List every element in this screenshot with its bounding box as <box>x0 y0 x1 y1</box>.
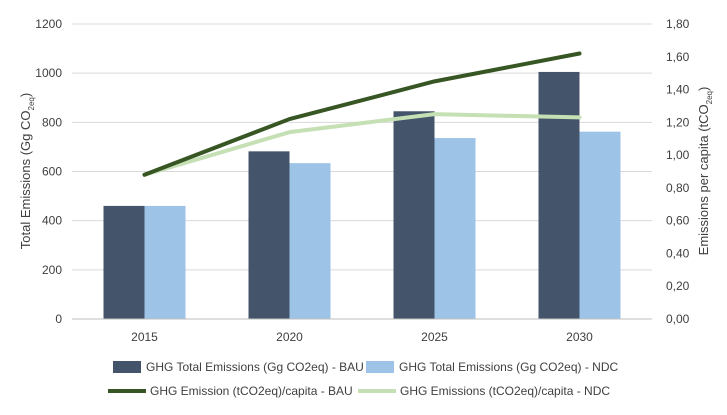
lines <box>142 51 582 177</box>
left-axis-title: Total Emissions (Gg CO2eq) <box>18 93 36 249</box>
line-bau <box>142 51 582 177</box>
right-axis-tick-label: 0,20 <box>666 279 690 293</box>
right-axis-tick-label: 0,40 <box>666 246 690 260</box>
legend: GHG Total Emissions (Gg CO2eq) - BAU GHG… <box>108 360 618 398</box>
right-axis-title-subscript: 2eq <box>705 91 714 104</box>
left-axis-tick-label: 800 <box>42 115 62 129</box>
left-axis-tick-label: 1200 <box>35 17 62 31</box>
right-axis-tick-label: 0,60 <box>666 214 690 228</box>
bar-ndc <box>289 163 331 319</box>
bar-bau <box>103 205 145 319</box>
right-axis-tick-label: 1,40 <box>666 83 690 97</box>
left-axis-tick-label: 600 <box>42 165 62 179</box>
right-axis-tick-label: 1,00 <box>666 148 690 162</box>
right-axis-tick-label: 1,60 <box>666 50 690 64</box>
bar-bau <box>538 71 580 319</box>
right-axis-tick-label: 1,80 <box>666 17 690 31</box>
left-axis-ticks: 0 200 400 600 800 1000 1200 <box>35 17 62 326</box>
left-axis-title-subscript: 2eq <box>27 97 36 110</box>
right-axis-tick-label: 1,20 <box>666 115 690 129</box>
right-axis-ticks: 0,00 0,20 0,40 0,60 0,80 1,00 1,20 1,40 1,60 1,80 <box>666 17 690 326</box>
left-axis-tick-label: 400 <box>42 214 62 228</box>
legend-label-ndc-bars: GHG Total Emissions (Gg CO2eq) - NDC <box>399 360 618 374</box>
x-axis-ticks: 2015 2020 2025 2030 <box>131 330 593 344</box>
bars <box>103 71 621 319</box>
legend-label-ndc-line: GHG Emissions (tCO2eq)/capita - NDC <box>400 384 610 398</box>
left-axis-tick-label: 1000 <box>35 66 62 80</box>
left-axis-title-end: ) <box>18 93 33 97</box>
x-axis-tick-label: 2020 <box>276 330 303 344</box>
legend-label-bau-line: GHG Emission (tCO2eq)/capita - BAU <box>150 384 353 398</box>
bar-ndc <box>579 131 621 319</box>
x-axis-tick-label: 2030 <box>566 330 593 344</box>
x-axis-tick-label: 2025 <box>421 330 448 344</box>
bar-bau <box>248 151 290 319</box>
bar-bau <box>393 111 435 319</box>
bar-ndc <box>434 138 476 319</box>
right-axis-title: Emissions per capita (tCO2eq) <box>696 87 714 256</box>
x-axis-tick-label: 2015 <box>131 330 158 344</box>
right-axis-tick-label: 0,00 <box>666 312 690 326</box>
legend-swatch-ndc-bars <box>366 361 394 373</box>
right-axis-tick-label: 0,80 <box>666 181 690 195</box>
legend-swatch-bau-bars <box>113 361 141 373</box>
line-ndc <box>142 112 582 177</box>
left-axis-tick-label: 200 <box>42 263 62 277</box>
right-axis-title-end: ) <box>696 87 711 91</box>
left-axis-tick-label: 0 <box>55 312 62 326</box>
legend-label-bau-bars: GHG Total Emissions (Gg CO2eq) - BAU <box>146 360 364 374</box>
bar-ndc <box>144 205 186 319</box>
